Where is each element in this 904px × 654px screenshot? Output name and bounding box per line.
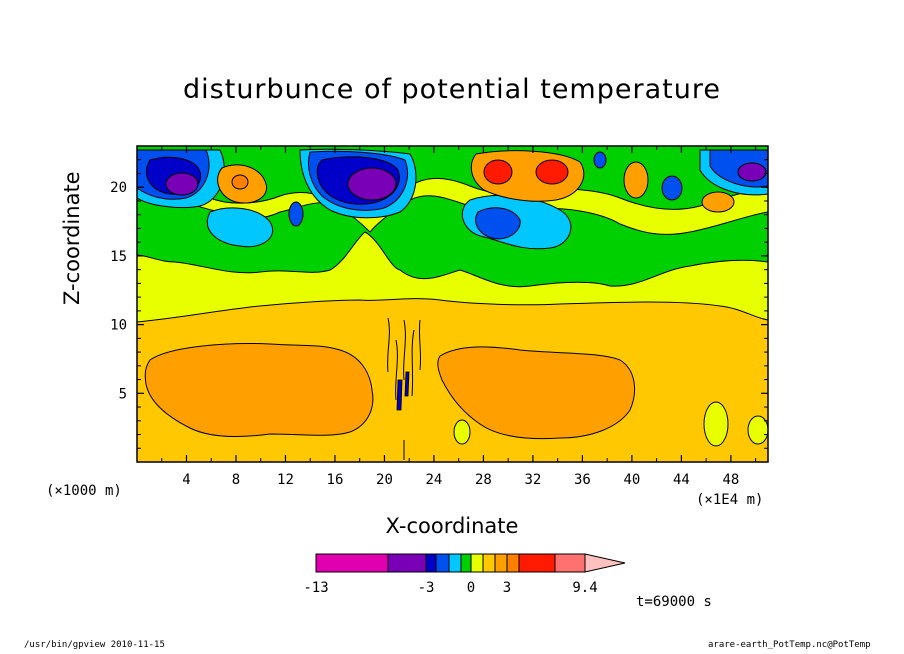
colorbar-segment: [554, 553, 586, 573]
region-purple-core-1: [165, 172, 199, 196]
colorbar-segment: [470, 553, 484, 573]
x-tick-label: 12: [277, 472, 294, 488]
colorbar-segment: [460, 553, 472, 573]
x-tick-label: 4: [182, 472, 190, 488]
region-cyan-spot-2: [288, 201, 304, 227]
colorbar-segment: [315, 553, 389, 573]
colorbar-tick-label: 3: [503, 580, 511, 596]
footer-left: /usr/bin/gpview 2010-11-15: [24, 640, 165, 650]
x-tick-label: 36: [574, 472, 591, 488]
y-axis-label: Z-coordinate: [60, 171, 84, 305]
region-blue-spot-1: [661, 175, 683, 201]
plot-frame: [136, 145, 769, 463]
y-tick-label: 5: [119, 386, 127, 402]
colorbar-segment: [435, 553, 450, 573]
chart-title: disturbunce of potential temperature: [183, 74, 721, 105]
region-cyan-spot-1: [593, 151, 607, 169]
colorbar-segment: [425, 553, 437, 573]
region-yellow-blob-3: [747, 415, 768, 445]
region-red-core-1: [483, 159, 513, 185]
y-tick-label: 20: [110, 180, 127, 196]
x-tick-label: 28: [475, 472, 492, 488]
plot-area: [137, 146, 768, 462]
region-orange-lobe-left: [144, 343, 374, 437]
region-yellow-blob-2: [453, 419, 471, 445]
colorbar-tick-label: -3: [418, 580, 435, 596]
colorbar-segment: [387, 553, 427, 573]
colorbar-tick-label: 9.4: [572, 580, 597, 596]
x-axis: 4 8 12 16 20 24 28 32 36 40 44 48: [161, 146, 757, 488]
x-tick-label: 24: [426, 472, 443, 488]
region-orange-lobe-right: [437, 346, 636, 440]
colorbar-arrow: [584, 553, 626, 573]
x-tick-label: 44: [673, 472, 690, 488]
region-red-core-3: [231, 174, 249, 190]
footer-right: arare-earth_PotTemp.nc@PotTemp: [708, 640, 871, 650]
y-axis: 5 10 15 20: [110, 159, 768, 449]
plume-dark: [396, 371, 410, 411]
region-red-core-2: [535, 159, 569, 185]
x-axis-label: X-coordinate: [385, 514, 519, 538]
region-cyan-1: [206, 207, 273, 248]
x-unit-label-right: (×1E4 m): [696, 492, 764, 508]
colorbar-segment: [448, 553, 462, 573]
y-tick-label: 15: [110, 249, 127, 265]
colorbar-segment: [494, 553, 508, 573]
colorbar-tick-label: 0: [467, 580, 475, 596]
region-blue-3: [475, 207, 521, 240]
region-warm-3: [623, 161, 649, 199]
y-tick-label: 10: [110, 318, 127, 334]
colorbar-segment: [518, 553, 556, 573]
region-purple-core-3: [737, 162, 767, 182]
x-unit-label-left: (×1000 m): [46, 483, 122, 499]
colorbar-tick-label: -13: [303, 580, 328, 596]
x-tick-label: 40: [623, 472, 640, 488]
x-tick-label: 20: [376, 472, 393, 488]
x-tick-label: 8: [232, 472, 240, 488]
x-tick-label: 48: [722, 472, 739, 488]
x-tick-label: 16: [327, 472, 344, 488]
region-purple-core-2: [347, 167, 397, 201]
region-yellow-blob-1: [703, 401, 729, 447]
colorbar: -13 -3 0 3 9.4: [303, 553, 626, 596]
colorbar-segment: [482, 553, 496, 573]
colorbar-segment: [506, 553, 520, 573]
time-label: t=69000 s: [636, 594, 712, 610]
x-tick-label: 32: [524, 472, 541, 488]
plume-lines: [387, 317, 422, 460]
region-warm-4: [701, 191, 735, 213]
